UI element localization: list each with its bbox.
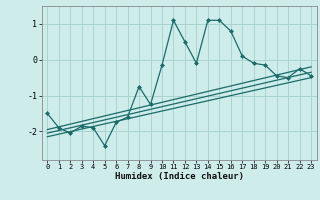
X-axis label: Humidex (Indice chaleur): Humidex (Indice chaleur) [115,172,244,181]
